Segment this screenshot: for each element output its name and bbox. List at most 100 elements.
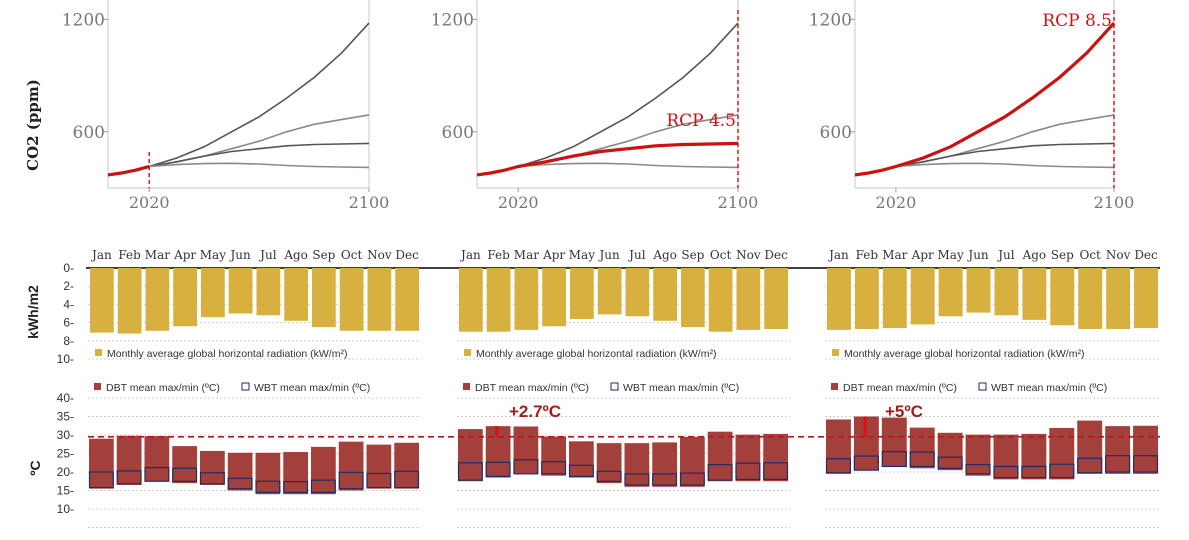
month-label: Sep	[681, 248, 704, 262]
scenario-label: RCP 8.5	[1042, 11, 1112, 31]
radiation-bar	[1106, 268, 1131, 329]
month-label: Apr	[173, 248, 196, 262]
radiation-bar	[117, 268, 142, 334]
radiation-bar	[653, 268, 677, 321]
month-label: Dec	[1134, 248, 1158, 262]
radiation-y-tick-label: 10-	[57, 352, 74, 366]
wbt-bar	[310, 479, 336, 493]
wbt-bar	[338, 471, 364, 490]
month-label: Jan	[90, 248, 112, 262]
radiation-bar	[966, 268, 991, 313]
co2-scenario-line-3	[107, 142, 370, 176]
radiation-bar	[854, 268, 879, 329]
radiation-bar	[486, 268, 511, 332]
temperature-increase-annotation: +2.7ºC	[509, 402, 561, 421]
radiation-y-tick-label: 0-	[63, 261, 74, 275]
radiation-bar	[173, 268, 197, 327]
wbt-bar	[88, 471, 114, 489]
radiation-legend-label: Monthly average global horizontal radiat…	[107, 348, 347, 360]
temperature-axis-label: ºC	[27, 460, 43, 475]
temperature-panel-3: DBT mean max/min (ºC) WBT mean max/min (º…	[825, 382, 1160, 528]
temperature-y-tick-label: 15-	[57, 484, 74, 498]
month-label: Ago	[283, 248, 308, 262]
radiation-bar	[910, 268, 935, 325]
wbt-bar	[394, 470, 420, 489]
radiation-bar	[284, 268, 308, 321]
wbt-legend-swatch	[241, 382, 250, 391]
dbt-legend-label: DBT mean max/min (ºC)	[106, 382, 220, 394]
radiation-bar	[367, 268, 392, 331]
month-label: May	[938, 248, 964, 262]
month-label: Oct	[341, 248, 363, 262]
month-label: Oct	[710, 248, 732, 262]
co2-y-tick-label: 1200	[62, 10, 105, 30]
dbt-legend-swatch	[463, 383, 470, 390]
radiation-legend-swatch	[464, 349, 471, 356]
dbt-bar	[1049, 427, 1075, 480]
wbt-legend-swatch	[610, 382, 619, 391]
month-label: Mar	[145, 248, 170, 262]
dbt-bar	[1077, 420, 1103, 474]
dbt-legend-label: DBT mean max/min (ºC)	[475, 382, 589, 394]
wbt-bar	[283, 481, 309, 493]
radiation-legend-swatch	[95, 349, 102, 356]
dbt-bar	[965, 434, 991, 476]
dbt-legend-swatch	[831, 383, 838, 390]
wbt-bar	[1021, 465, 1047, 479]
co2-y-tick-label: 600	[442, 123, 474, 143]
radiation-bar	[1078, 268, 1103, 329]
dbt-bar	[144, 436, 170, 482]
co2-scenario-line-4	[476, 162, 739, 176]
wbt-bar	[366, 472, 392, 489]
dbt-bar	[541, 436, 566, 476]
radiation-panel-2: Jan Feb Mar Apr May Jun Jul Ago Sep Oct Nov Dec Mont…	[457, 248, 790, 360]
month-label: Nov	[1106, 248, 1131, 262]
co2-x-tick-label: 2100	[1094, 193, 1135, 212]
dbt-bar	[338, 441, 364, 491]
co2-highlight-line	[476, 141, 739, 177]
temperature-panel-1: DBT mean max/min (ºC) WBT mean max/min (º…	[88, 382, 421, 528]
dbt-bar	[458, 429, 483, 482]
temperature-y-tick-label: 30-	[57, 428, 74, 442]
co2-scenario-line-4	[854, 162, 1115, 176]
radiation-bar	[201, 268, 225, 318]
radiation-bar	[542, 268, 566, 327]
wbt-bar	[624, 473, 650, 486]
dbt-bar	[596, 443, 622, 484]
wbt-bar	[596, 470, 622, 482]
axis-labels: CO2 (ppm) kWh/m2 ºC	[24, 79, 43, 475]
co2-y-tick-label: 600	[820, 123, 852, 143]
radiation-bar	[708, 268, 733, 332]
radiation-bar	[228, 268, 253, 314]
co2-scenario-line-3	[476, 142, 739, 176]
radiation-y-tick-label: 2-	[63, 279, 74, 293]
temperature-y-tick-label: 35-	[57, 410, 74, 424]
radiation-legend-swatch	[832, 349, 839, 356]
wbt-bar	[825, 458, 852, 474]
wbt-bar	[541, 461, 567, 475]
dbt-bar	[172, 446, 197, 484]
temperature-panel-2: DBT mean max/min (ºC) WBT mean max/min (º…	[457, 382, 790, 528]
month-label: Jun	[228, 248, 251, 262]
month-label: Sep	[312, 248, 335, 262]
radiation-bar	[570, 268, 594, 319]
month-label: Jan	[459, 248, 481, 262]
co2-y-tick-label: 1200	[809, 10, 852, 30]
co2-panel-2: 600 1200 2020 2100 RCP 4.5	[431, 0, 759, 212]
radiation-bar	[459, 268, 483, 332]
wbt-bar	[227, 477, 253, 490]
wbt-bar	[965, 464, 991, 475]
wbt-bar	[1132, 455, 1159, 473]
dbt-bar	[624, 443, 650, 487]
wbt-legend-label: WBT mean max/min (ºC)	[254, 382, 370, 394]
month-label: Jul	[258, 248, 277, 262]
co2-axis-label: CO2 (ppm)	[24, 79, 42, 171]
co2-x-tick-label: 2100	[718, 193, 759, 212]
radiation-bar	[882, 268, 907, 329]
month-label: Jul	[627, 248, 646, 262]
radiation-bar	[395, 268, 419, 331]
wbt-legend-label: WBT mean max/min (ºC)	[623, 382, 739, 394]
radiation-axis-label: kWh/m2	[25, 285, 41, 339]
dbt-bar	[255, 452, 281, 495]
